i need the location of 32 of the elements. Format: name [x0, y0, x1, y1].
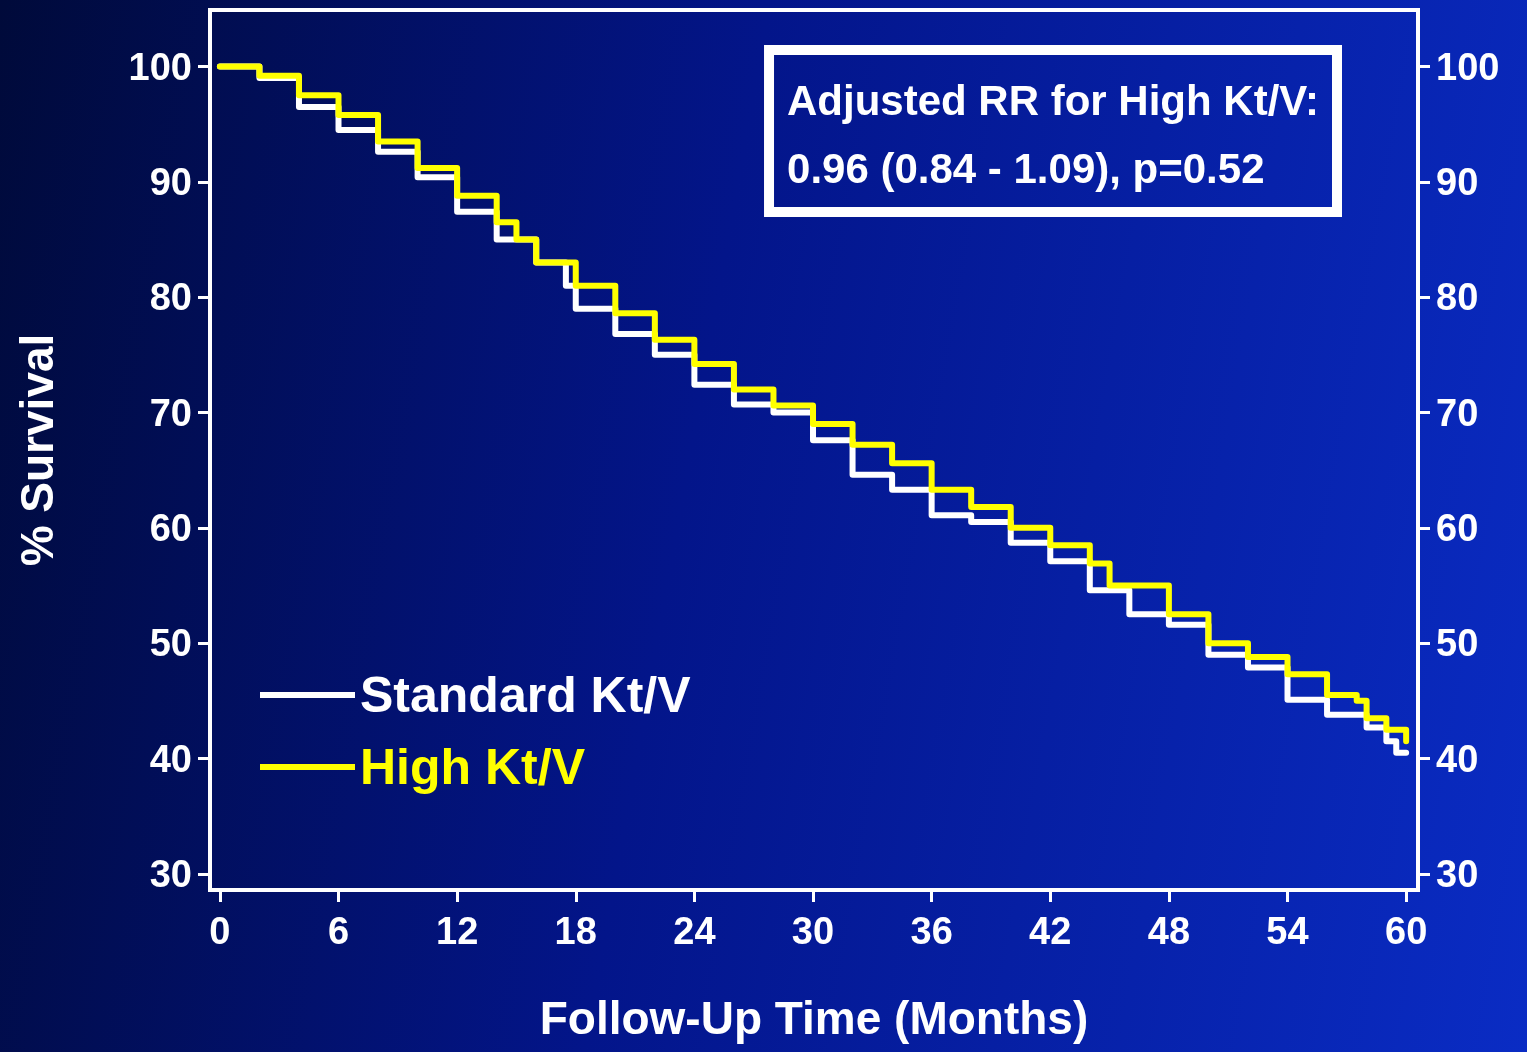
legend-label: High Kt/V	[360, 739, 586, 795]
y2-tick-label: 100	[1436, 45, 1500, 88]
x-tick-label: 18	[554, 910, 597, 952]
y2-tick-label: 50	[1436, 622, 1479, 665]
y2-tick-label: 30	[1436, 852, 1479, 895]
x-tick-label: 6	[327, 910, 350, 952]
y-axis-title: % Survival	[11, 333, 63, 567]
y-tick-label: 100	[128, 45, 192, 88]
y2-tick-label: 80	[1436, 276, 1479, 319]
x-axis-title: Follow-Up Time (Months)	[539, 992, 1089, 1044]
x-tick-label: 60	[1385, 910, 1428, 952]
annotation: Adjusted RR for High Kt/V: 0.96 (0.84 - 1.09), p=0.52	[787, 76, 1320, 192]
y-tick-label: 50	[149, 622, 192, 665]
x-tick-label: 30	[791, 910, 835, 952]
y2-tick-label: 70	[1436, 391, 1479, 434]
x-tick-label: 36	[910, 910, 953, 952]
x-tick-label: 54	[1266, 910, 1309, 952]
y-tick-label: 90	[149, 160, 192, 203]
x-tick-label: 12	[436, 910, 479, 952]
x-tick-label: 24	[673, 910, 716, 952]
y-tick-label: 70	[149, 391, 192, 434]
legend-label: Standard Kt/V	[360, 667, 692, 723]
x-tick-label: 42	[1029, 910, 1072, 952]
y2-tick-label: 60	[1436, 506, 1479, 549]
y2-tick-label: 90	[1436, 160, 1479, 203]
y-tick-label: 30	[149, 852, 192, 895]
y-tick-label: 60	[149, 506, 192, 549]
y2-tick-label: 40	[1436, 737, 1479, 780]
y-tick-label: 40	[149, 737, 192, 780]
y-tick-label: 80	[149, 276, 192, 319]
x-tick-label: 48	[1147, 910, 1191, 952]
x-tick-label: 0	[209, 910, 231, 952]
